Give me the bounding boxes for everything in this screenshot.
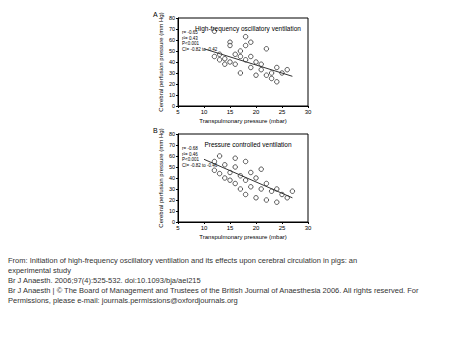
svg-text:40: 40 [169, 59, 175, 65]
svg-text:Cerebral perfusion pressure (m: Cerebral perfusion pressure (mm Hg) [158, 12, 164, 111]
svg-text:Transpulmonary pressure (mbar): Transpulmonary pressure (mbar) [199, 234, 286, 240]
svg-text:Cerebral perfusion pressure (m: Cerebral perfusion pressure (mm Hg) [158, 128, 164, 227]
svg-text:10: 10 [201, 225, 208, 231]
html-text:experimental study: experimental study [8, 266, 71, 275]
svg-text:r= -0.65: r= -0.65 [182, 30, 198, 36]
svg-text:P<0.001: P<0.001 [182, 41, 199, 46]
svg-text:15: 15 [227, 225, 234, 231]
svg-text:Transpulmonary pressure (mbar): Transpulmonary pressure (mbar) [199, 118, 286, 124]
html-text:Permissions, please e-mail: jo: Permissions, please e-mail: journals.per… [8, 296, 238, 305]
svg-text:A: A [153, 11, 158, 18]
svg-text:70: 70 [169, 26, 175, 32]
svg-text:5: 5 [176, 225, 180, 231]
svg-text:0: 0 [172, 219, 175, 225]
svg-text:10: 10 [201, 109, 208, 115]
svg-text:15: 15 [227, 109, 234, 115]
svg-text:25: 25 [279, 225, 286, 231]
html-text:From: Initiation of high-frequ: From: Initiation of high-frequency oscil… [8, 256, 358, 265]
svg-text:10: 10 [169, 208, 175, 214]
svg-text:60: 60 [169, 37, 175, 43]
svg-text:r²= 0.46: r²= 0.46 [182, 152, 198, 157]
svg-text:10: 10 [169, 92, 175, 98]
svg-text:20: 20 [169, 197, 175, 203]
svg-text:40: 40 [169, 175, 175, 181]
svg-text:CI= -0.82 to -0.42: CI= -0.82 to -0.42 [182, 46, 218, 52]
svg-text:30: 30 [305, 109, 312, 115]
svg-text:20: 20 [253, 109, 260, 115]
svg-text:P<0.001: P<0.001 [182, 157, 199, 162]
svg-text:80: 80 [169, 15, 175, 21]
html-text:Br J Anaesth. 2006;97(4):525-5: Br J Anaesth. 2006;97(4):525-532. doi:10… [8, 276, 201, 285]
svg-text:50: 50 [169, 164, 175, 170]
svg-text:50: 50 [169, 48, 175, 54]
svg-text:CI= -0.82 to -0.46: CI= -0.82 to -0.46 [182, 163, 218, 168]
svg-text:High-frequency oscillatory ven: High-frequency oscillatory ventilation [195, 25, 301, 33]
svg-text:30: 30 [169, 186, 175, 192]
svg-text:B: B [153, 127, 158, 134]
svg-text:30: 30 [305, 225, 312, 231]
svg-text:30: 30 [169, 70, 175, 76]
svg-text:80: 80 [169, 131, 175, 137]
svg-text:20: 20 [169, 81, 175, 87]
svg-text:0: 0 [172, 103, 175, 109]
svg-text:70: 70 [169, 142, 175, 148]
svg-text:5: 5 [176, 109, 180, 115]
svg-text:r²= 0.43: r²= 0.43 [182, 36, 198, 41]
svg-text:25: 25 [279, 109, 286, 115]
svg-text:Pressure controlled ventilatio: Pressure controlled ventilation [204, 141, 291, 148]
svg-text:20: 20 [253, 225, 260, 231]
html-text:Br J Anaesth | © The Board of: Br J Anaesth | © The Board of Management… [8, 286, 419, 295]
svg-text:r= -0.68: r= -0.68 [182, 146, 198, 151]
svg-text:60: 60 [169, 153, 175, 159]
